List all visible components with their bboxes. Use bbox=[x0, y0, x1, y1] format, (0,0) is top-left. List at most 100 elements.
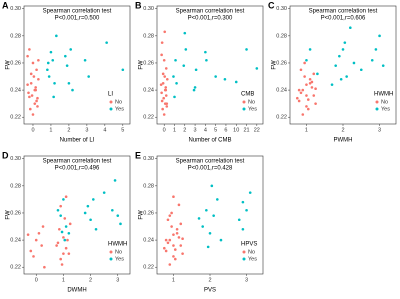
point bbox=[31, 61, 35, 65]
point bbox=[173, 248, 177, 251]
point bbox=[175, 82, 178, 85]
point bbox=[308, 48, 312, 51]
point bbox=[67, 82, 71, 85]
point bbox=[314, 102, 317, 105]
point bbox=[53, 82, 56, 85]
point bbox=[49, 50, 53, 54]
legend-swatch bbox=[109, 257, 113, 261]
point bbox=[172, 255, 175, 258]
legend-swatch bbox=[242, 100, 246, 104]
point bbox=[181, 237, 184, 241]
point bbox=[26, 83, 29, 86]
point bbox=[119, 222, 122, 226]
point bbox=[32, 255, 35, 258]
point bbox=[177, 203, 181, 207]
point bbox=[69, 48, 73, 51]
point bbox=[172, 233, 175, 236]
point bbox=[64, 225, 68, 228]
y-tick-label: 0.30 bbox=[143, 156, 154, 162]
point bbox=[26, 54, 29, 58]
point bbox=[234, 80, 238, 84]
point bbox=[67, 232, 71, 235]
point bbox=[245, 208, 248, 212]
legend-label: No bbox=[381, 99, 388, 105]
point bbox=[163, 30, 167, 34]
point bbox=[237, 218, 241, 222]
legend-label: No bbox=[248, 249, 255, 255]
point bbox=[172, 75, 175, 78]
point bbox=[305, 83, 308, 86]
point bbox=[179, 222, 183, 226]
point bbox=[41, 225, 45, 228]
x-tick-label: 2 bbox=[183, 127, 186, 133]
point bbox=[166, 241, 170, 245]
legend-title: HPVS bbox=[241, 242, 257, 248]
point bbox=[299, 68, 303, 72]
panel-label: E bbox=[135, 150, 141, 160]
point bbox=[28, 95, 31, 99]
point bbox=[161, 72, 165, 76]
plot-area bbox=[156, 5, 264, 125]
y-tick-label: 0.22 bbox=[143, 115, 154, 121]
point bbox=[83, 211, 87, 215]
x-tick-label: 0 bbox=[35, 277, 38, 283]
chart-title: Spearman correlation test bbox=[43, 159, 112, 165]
chart-subtitle: P<0.001,r=0.496 bbox=[55, 166, 100, 172]
point bbox=[165, 105, 169, 108]
plot-area bbox=[289, 5, 397, 125]
point bbox=[43, 265, 46, 269]
y-tick-label: 0.24 bbox=[143, 238, 154, 244]
point bbox=[312, 94, 316, 97]
point bbox=[111, 208, 114, 212]
legend-label: No bbox=[248, 99, 255, 105]
point bbox=[301, 88, 305, 92]
point bbox=[374, 48, 378, 51]
point bbox=[194, 68, 198, 72]
y-tick-label: 0.26 bbox=[10, 60, 21, 66]
point bbox=[34, 88, 37, 92]
point bbox=[29, 249, 33, 253]
point bbox=[192, 88, 196, 92]
point bbox=[64, 246, 68, 250]
x-tick-label: 1 bbox=[62, 277, 65, 283]
point bbox=[64, 195, 68, 198]
point bbox=[87, 75, 90, 78]
point bbox=[181, 252, 184, 255]
chart-title: Spearman correlation test bbox=[176, 159, 245, 165]
y-tick-label: 0.22 bbox=[143, 265, 154, 271]
point bbox=[34, 86, 37, 89]
point bbox=[36, 96, 39, 100]
point bbox=[163, 75, 167, 78]
y-tick-label: 0.28 bbox=[10, 183, 21, 189]
x-tick-label: 5 bbox=[121, 127, 124, 133]
point bbox=[162, 96, 165, 100]
point bbox=[60, 230, 64, 234]
point bbox=[164, 249, 168, 253]
point bbox=[64, 54, 67, 58]
point bbox=[338, 54, 341, 58]
point bbox=[26, 233, 30, 236]
plot-area bbox=[156, 155, 264, 275]
point bbox=[341, 48, 345, 51]
point bbox=[165, 77, 169, 81]
point bbox=[164, 67, 168, 70]
legend-swatch bbox=[375, 107, 379, 111]
point bbox=[46, 61, 50, 65]
chart-title: Spearman correlation test bbox=[309, 9, 378, 15]
point bbox=[216, 198, 219, 201]
point bbox=[59, 204, 62, 208]
point bbox=[161, 107, 164, 111]
point bbox=[164, 94, 168, 97]
point bbox=[59, 214, 62, 217]
legend-label: Yes bbox=[381, 106, 390, 112]
y-tick-label: 0.26 bbox=[143, 210, 154, 216]
legend-title: LI bbox=[108, 92, 113, 98]
point bbox=[310, 86, 314, 89]
x-tick-label: 4 bbox=[204, 127, 207, 133]
point bbox=[60, 263, 64, 266]
x-tick-label: 0 bbox=[31, 127, 34, 133]
x-tick-label: 1 bbox=[172, 277, 175, 283]
point bbox=[312, 72, 316, 76]
point bbox=[62, 252, 65, 255]
